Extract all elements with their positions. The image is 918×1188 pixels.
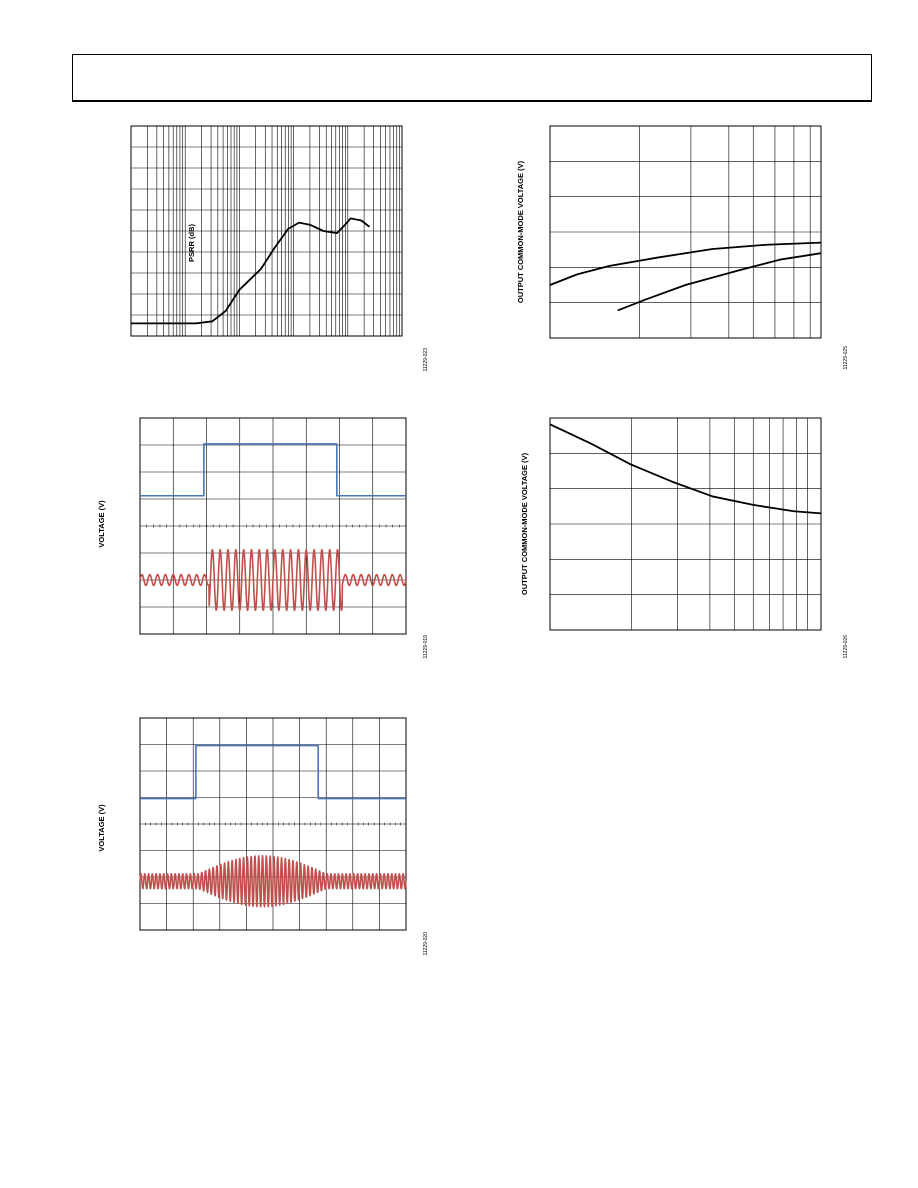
cm-top-grid bbox=[549, 125, 822, 339]
voltage-1-grid bbox=[139, 417, 407, 635]
voltage-1-series bbox=[139, 443, 407, 612]
series-line-2 bbox=[139, 548, 407, 612]
voltage-2-figure-id: 11229-020 bbox=[423, 932, 429, 956]
cm-bottom-grid bbox=[549, 417, 822, 631]
cm-bottom-series bbox=[549, 423, 822, 515]
series-line-1 bbox=[140, 744, 406, 800]
psrr-ylabel: PSRR (dB) bbox=[187, 224, 196, 262]
psrr-figure-id: 11229-023 bbox=[423, 348, 429, 372]
cm-top-ylabel: OUTPUT COMMON-MODE VOLTAGE (V) bbox=[516, 160, 525, 303]
psrr-grid bbox=[130, 125, 403, 337]
voltage-2-grid bbox=[139, 717, 407, 931]
series-line-2 bbox=[139, 855, 407, 908]
page-header bbox=[72, 54, 872, 102]
voltage-chart-2: VOLTAGE (V) 11229-020 bbox=[97, 717, 429, 956]
series-line-2 bbox=[617, 252, 822, 312]
cm-top-figure-id: 11229-025 bbox=[843, 346, 849, 370]
series-line-1 bbox=[131, 217, 371, 325]
cm-top-chart: OUTPUT COMMON-MODE VOLTAGE (V) 11229-025 bbox=[516, 125, 849, 370]
voltage-2-series bbox=[139, 744, 407, 908]
cm-top-series bbox=[549, 241, 822, 312]
voltage-2-ylabel: VOLTAGE (V) bbox=[97, 804, 106, 852]
series-line-1 bbox=[549, 423, 822, 515]
cm-bottom-chart: OUTPUT COMMON-MODE VOLTAGE (V) 11229-026 bbox=[520, 417, 849, 659]
voltage-1-figure-id: 11229-019 bbox=[423, 635, 429, 659]
psrr-series bbox=[131, 217, 371, 325]
cm-bottom-ylabel: OUTPUT COMMON-MODE VOLTAGE (V) bbox=[520, 452, 529, 595]
cm-bottom-figure-id: 11229-026 bbox=[843, 635, 849, 659]
voltage-chart-1: VOLTAGE (V) 11229-019 bbox=[97, 417, 429, 659]
series-line-1 bbox=[140, 443, 406, 497]
psrr-chart: PSRR (dB) 11229-023 bbox=[130, 125, 429, 372]
voltage-1-ylabel: VOLTAGE (V) bbox=[97, 500, 106, 548]
series-line-1 bbox=[549, 241, 822, 286]
